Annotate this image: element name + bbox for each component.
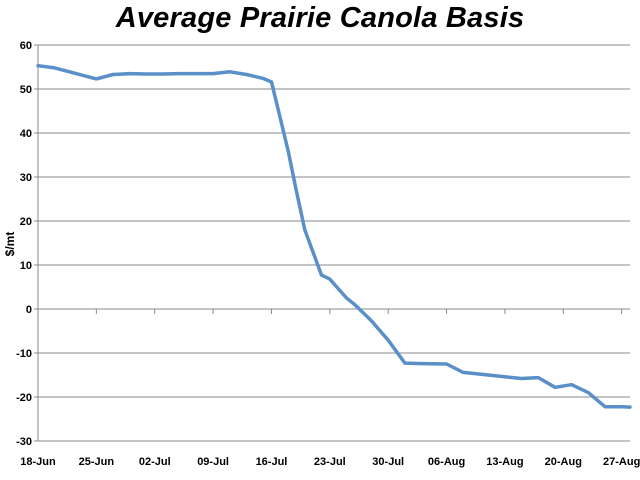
y-tick-label: -30: [16, 436, 32, 448]
axes: [34, 44, 623, 442]
y-axis-label: $/mt: [3, 232, 17, 257]
chart-title: Average Prairie Canola Basis: [115, 2, 525, 34]
x-tick-label: 20-Aug: [545, 456, 582, 468]
x-tick-label: 06-Aug: [428, 456, 465, 468]
x-tick-labels: 18-Jun 25-Jun 02-Jul 09-Jul 16-Jul 23-Jul 30-J…: [20, 456, 640, 468]
x-tick-label: 27-Aug: [603, 456, 640, 468]
x-tick-label: 25-Jun: [79, 456, 115, 468]
x-tick-label: 02-Jul: [139, 456, 171, 468]
y-tick-label: 60: [20, 40, 32, 52]
series-line: [36, 63, 632, 409]
y-tick-label: 30: [20, 172, 32, 184]
x-tick-label: 16-Jul: [256, 456, 288, 468]
gridlines: [38, 44, 630, 442]
y-tick-label: -20: [16, 392, 32, 404]
x-tick-label: 30-Jul: [372, 456, 404, 468]
x-tick-label: 18-Jun: [20, 456, 56, 468]
y-tick-labels: 60 50 40 30 20 10 0 -10 -20 -30: [16, 40, 32, 448]
x-tick-label: 23-Jul: [314, 456, 346, 468]
y-tick-label: 40: [20, 128, 32, 140]
y-tick-label: 50: [20, 84, 32, 96]
x-tick-label: 09-Jul: [197, 456, 229, 468]
series-layer: [36, 63, 632, 409]
y-tick-label: 10: [20, 260, 32, 272]
y-tick-label: 0: [26, 304, 32, 316]
y-tick-label: -10: [16, 348, 32, 360]
y-tick-label: 20: [20, 216, 32, 228]
x-tick-label: 13-Aug: [486, 456, 523, 468]
